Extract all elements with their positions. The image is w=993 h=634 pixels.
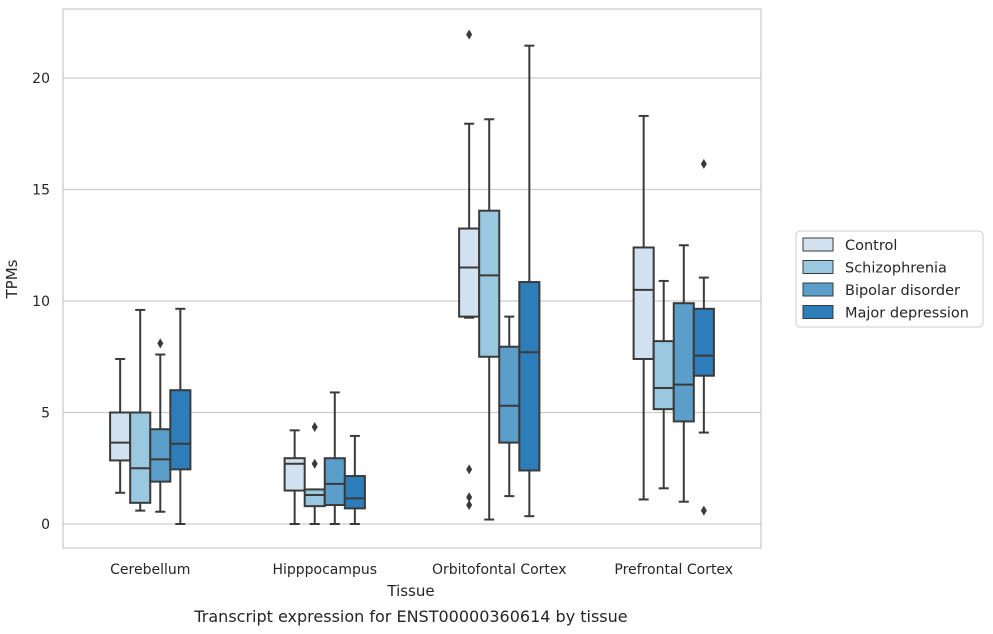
outlier-point xyxy=(157,338,164,349)
box-major-depression xyxy=(343,434,366,525)
legend-swatch xyxy=(802,260,834,274)
box-major-depression xyxy=(169,307,192,525)
box-body xyxy=(672,302,695,423)
box-body xyxy=(149,428,172,483)
box-body xyxy=(458,227,481,318)
y-tick-label: 5 xyxy=(41,406,50,422)
box-body xyxy=(109,411,132,462)
legend-swatch xyxy=(802,237,834,252)
box-body xyxy=(343,475,366,510)
box-groups xyxy=(109,29,715,525)
box-body xyxy=(129,411,152,504)
y-tick-label: 10 xyxy=(32,294,50,310)
box-control xyxy=(632,114,655,501)
box-bipolar-disorder xyxy=(672,244,695,503)
legend-label: Major depression xyxy=(845,306,969,322)
outlier-point xyxy=(311,458,318,469)
x-tick-label: Cerebellum xyxy=(110,562,190,578)
x-tick-label: Prefrontal Cortex xyxy=(614,562,733,578)
box-body xyxy=(478,209,501,358)
outlier-point xyxy=(466,492,473,503)
box-control xyxy=(109,357,132,494)
x-tick-label: Orbitofontal Cortex xyxy=(432,562,567,578)
box-body xyxy=(303,488,326,508)
outlier-point xyxy=(700,505,707,516)
y-tick-label: 15 xyxy=(32,183,50,199)
box-body xyxy=(518,281,541,472)
legend-frame xyxy=(795,230,984,328)
box-control xyxy=(283,429,306,525)
legend-label: Schizophrenia xyxy=(845,261,947,277)
legend-swatch xyxy=(802,282,834,297)
box-schizophrenia xyxy=(129,308,152,512)
box-bipolar-disorder xyxy=(149,338,172,513)
box-body xyxy=(169,389,192,471)
x-tick-label: Hipppocampus xyxy=(272,562,377,578)
legend-label: Bipolar disorder xyxy=(845,283,960,299)
outlier-point xyxy=(466,464,473,475)
outlier-point xyxy=(466,29,473,40)
box-body xyxy=(283,457,306,492)
legend-swatch xyxy=(802,305,834,319)
box-schizophrenia xyxy=(478,118,501,521)
legend-label: Control xyxy=(845,238,897,254)
box-major-depression xyxy=(692,158,715,516)
outlier-point xyxy=(466,500,473,511)
y-tick-label: 0 xyxy=(41,517,50,533)
outlier-point xyxy=(700,158,707,169)
box-body xyxy=(692,307,715,377)
outlier-point xyxy=(311,421,318,432)
box-schizophrenia xyxy=(652,279,675,490)
y-axis-label: TPMs xyxy=(3,259,21,299)
legend: Control Schizophrenia Bipolar disorder Majo… xyxy=(795,230,984,328)
chart-title: Transcript expression for ENST0000036061… xyxy=(193,607,627,626)
y-tick-label: 20 xyxy=(32,71,50,87)
x-axis-label: Tissue xyxy=(386,582,434,600)
box-body xyxy=(498,345,521,444)
y-tick-labels: 0 5 10 15 20 xyxy=(32,71,50,533)
box-bipolar-disorder xyxy=(323,391,346,525)
box-major-depression xyxy=(518,44,541,518)
box-body xyxy=(632,246,655,360)
box-body xyxy=(652,340,675,411)
box-body xyxy=(323,457,346,507)
x-tick-labels: Cerebellum Hipppocampus Orbitofontal Corte… xyxy=(110,562,733,578)
